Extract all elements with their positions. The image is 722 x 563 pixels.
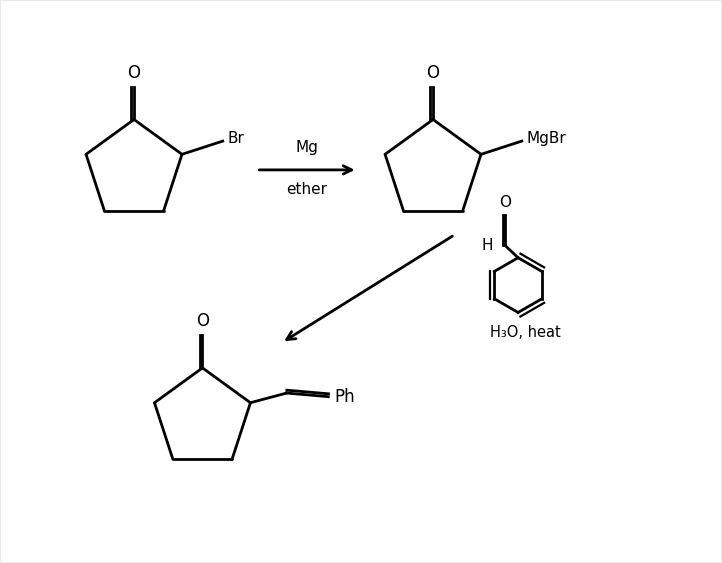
Text: MgBr: MgBr [527, 131, 567, 146]
Text: O: O [196, 312, 209, 330]
Text: ether: ether [287, 182, 328, 197]
Text: Mg: Mg [295, 141, 318, 155]
Text: O: O [128, 64, 141, 82]
Text: Br: Br [228, 131, 245, 146]
Text: Ph: Ph [335, 388, 355, 406]
Text: H: H [482, 238, 493, 253]
Text: H₃O, heat: H₃O, heat [490, 325, 561, 341]
Text: O: O [499, 195, 511, 210]
Text: O: O [427, 64, 440, 82]
